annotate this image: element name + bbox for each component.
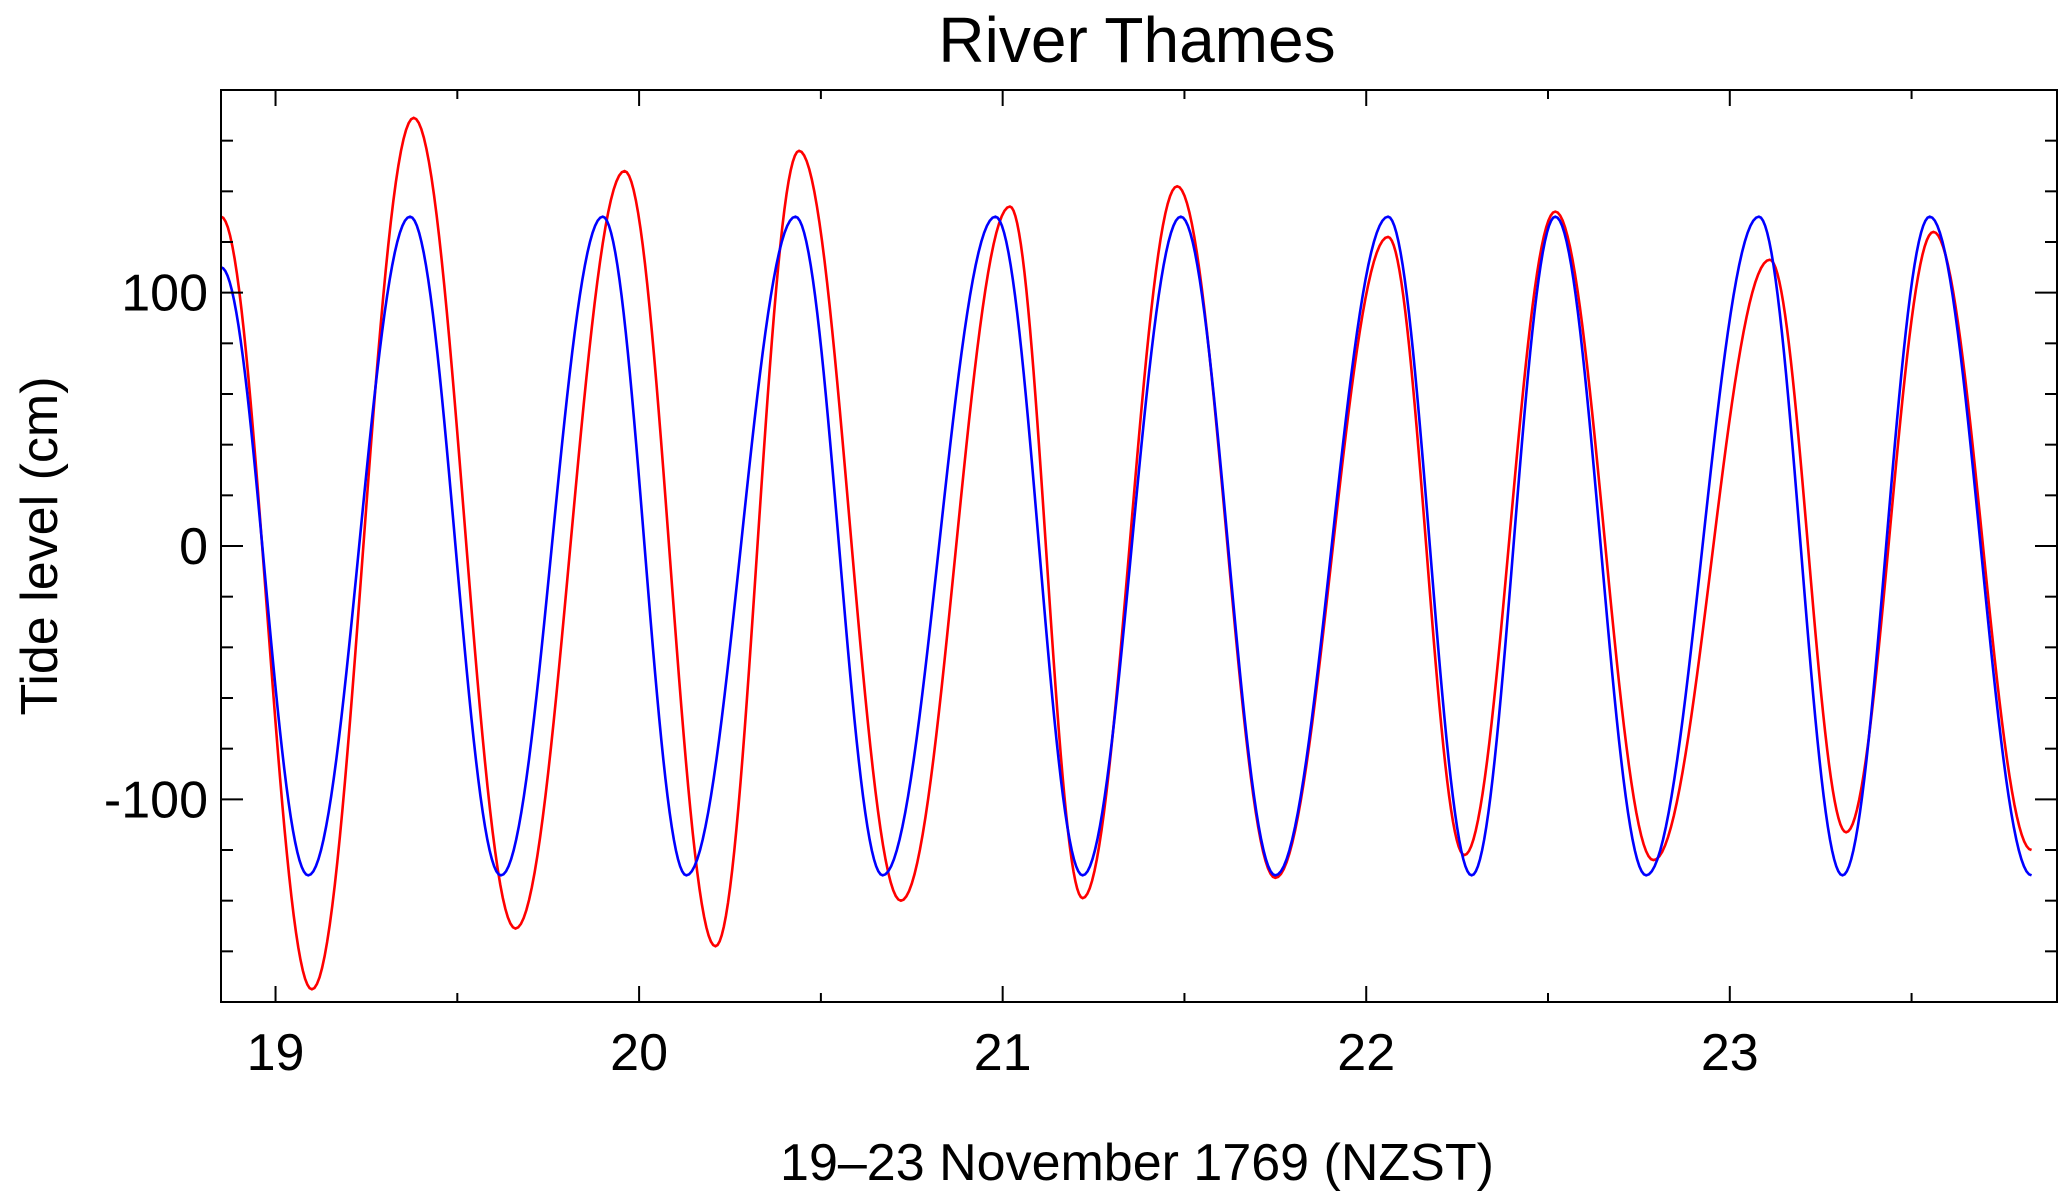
y-tick-label: 0 — [179, 518, 208, 576]
plot-area — [220, 116, 2033, 991]
series-line-1 — [220, 116, 2033, 991]
y-axis-label: Tide level (cm) — [11, 376, 69, 715]
x-tick-label: 23 — [1701, 1024, 1759, 1082]
x-axis: 19 20 21 22 23 — [247, 90, 1913, 1082]
y-tick-label: -100 — [104, 771, 208, 829]
y-tick-label: 100 — [121, 265, 208, 323]
x-tick-label: 21 — [974, 1024, 1032, 1082]
x-axis-label: 19–23 November 1769 (NZST) — [780, 1134, 1494, 1192]
series-line-2 — [220, 215, 2033, 877]
x-tick-label: 22 — [1337, 1024, 1395, 1082]
x-tick-label: 19 — [247, 1024, 305, 1082]
x-tick-label: 20 — [610, 1024, 668, 1082]
y-axis: -100 0 100 — [104, 89, 2057, 1003]
chart-title: River Thames — [938, 4, 1335, 76]
